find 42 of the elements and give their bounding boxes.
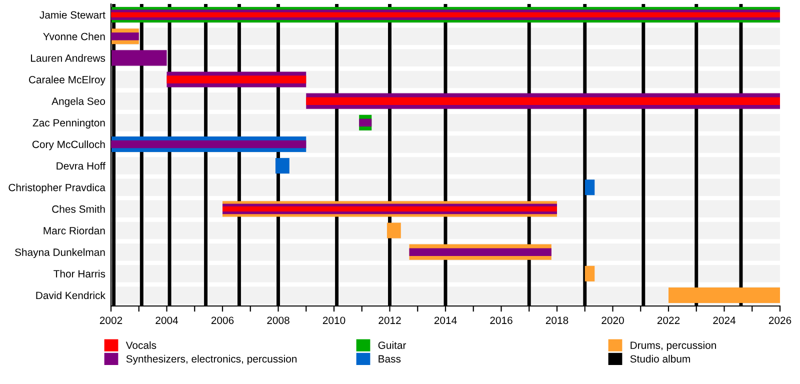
y-tick-label: Jamie Stewart: [40, 11, 106, 19]
y-tick-label: Zac Pennington: [32, 118, 105, 129]
x-tick-label: 2026: [768, 316, 792, 324]
bar: [222, 206, 557, 212]
legend-label: Drums, percussion: [630, 341, 716, 352]
x-tick-label: 2006: [211, 316, 234, 324]
x-tick-label: 2012: [378, 316, 401, 324]
x-tick-label: 2016: [490, 316, 512, 324]
x-tick-label: 2008: [267, 316, 290, 324]
y-tick-label: Angela Seo: [52, 97, 106, 108]
legend-label: Vocals: [126, 341, 156, 349]
y-tick-label: Lauren Andrews: [31, 54, 106, 62]
y-tick-label: Thor Harris: [54, 270, 106, 278]
x-tick-label: 2010: [322, 316, 346, 324]
y-tick-label: Cory McCulloch: [32, 140, 105, 150]
y-tick-label: Devra Hoff: [56, 162, 106, 170]
bar: [306, 97, 780, 105]
y-tick-label: Marc Riordan: [44, 226, 105, 234]
legend-label: Guitar: [378, 341, 406, 349]
legend-label: Synthesizers, electronics, percussion: [126, 354, 297, 365]
bar: [275, 158, 290, 174]
legend-label: Bass: [378, 355, 401, 363]
x-tick-label: 2002: [100, 316, 122, 324]
y-tick-label: Christopher Pravdica: [8, 184, 106, 194]
y-tick-label: Caralee McElroy: [28, 76, 106, 86]
x-tick-label: 2014: [434, 316, 457, 324]
bar: [668, 287, 780, 303]
y-tick-label: Ches Smith: [52, 205, 105, 213]
bar: [584, 180, 595, 196]
y-tick-label: Yvonne Chen: [43, 32, 105, 40]
bar: [584, 266, 595, 282]
x-tick-label: 2018: [546, 316, 568, 324]
bar: [111, 12, 780, 18]
legend-label: Studio album: [630, 354, 690, 363]
x-tick-label: 2022: [657, 316, 680, 324]
x-tick-label: 2020: [602, 316, 624, 324]
y-tick-label: David Kendrick: [36, 291, 106, 300]
y-tick-label: Shayna Dunkelman: [15, 248, 105, 258]
x-tick-label: 2024: [713, 316, 736, 324]
x-tick-label: 2004: [156, 316, 178, 324]
bar: [386, 222, 401, 238]
bar: [166, 76, 306, 84]
